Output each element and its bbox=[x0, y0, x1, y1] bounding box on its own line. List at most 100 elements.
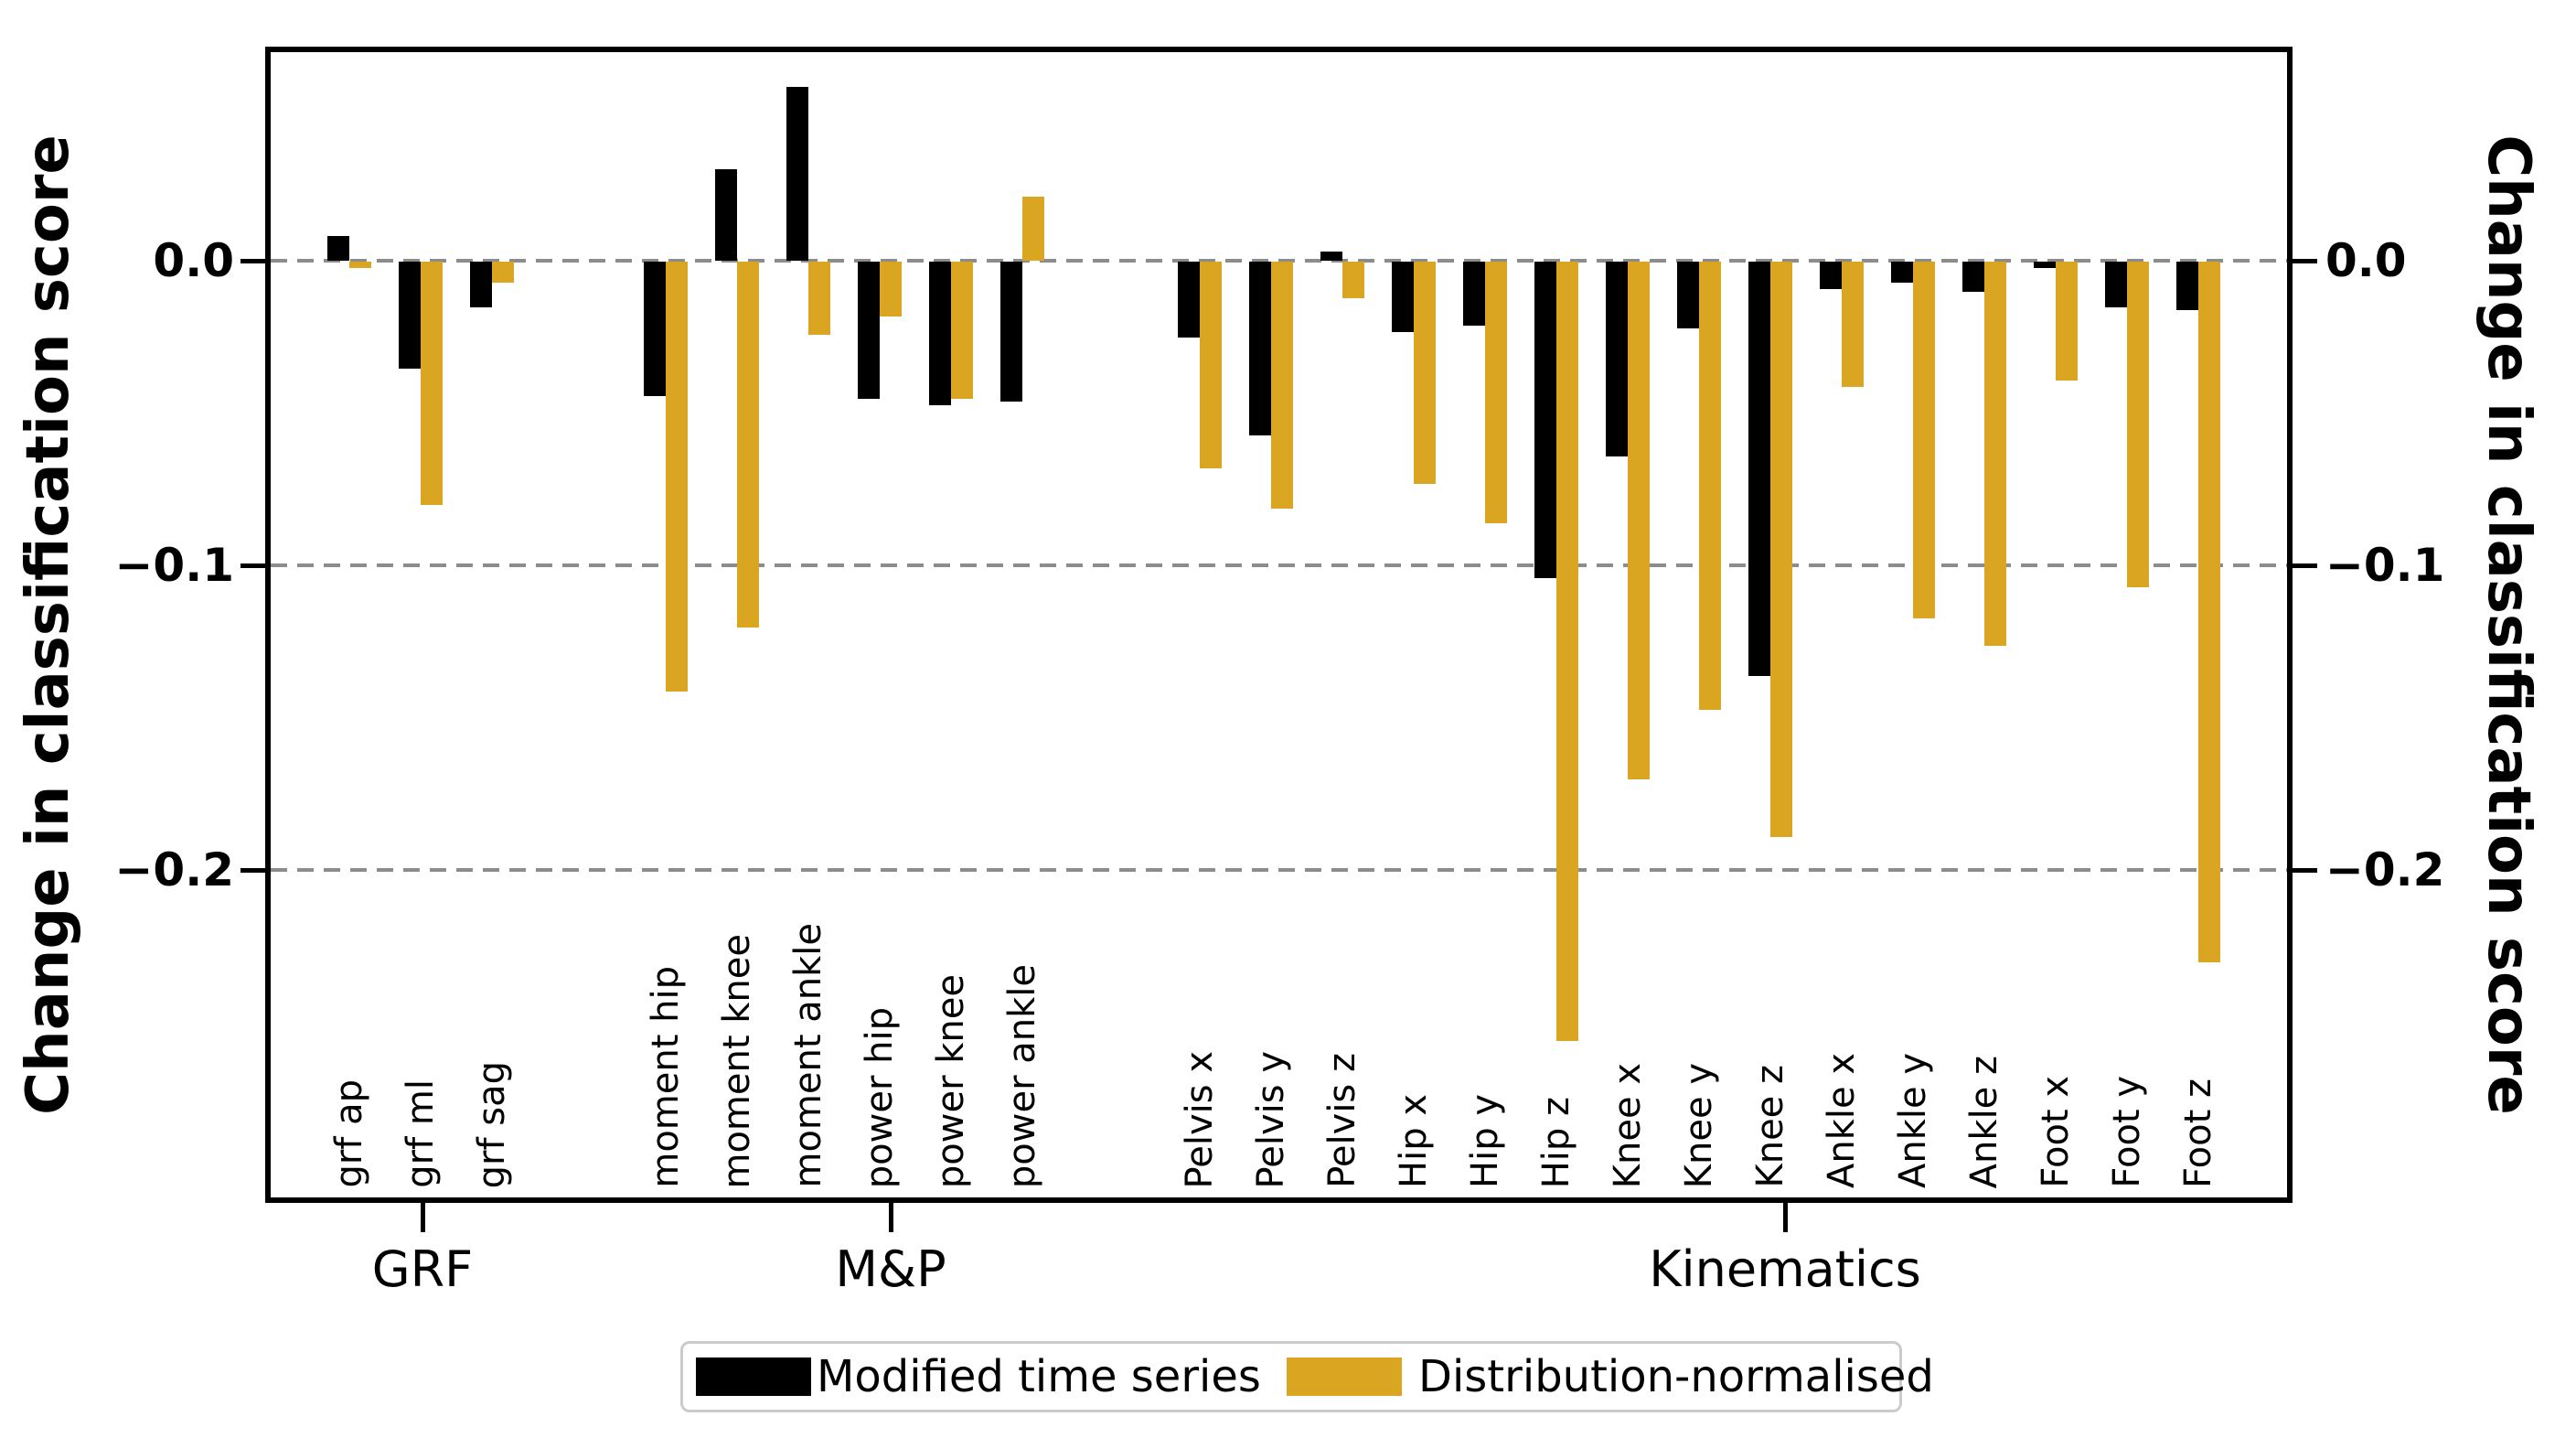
y-tick-mark-left bbox=[240, 868, 265, 873]
bar-power-hip-black bbox=[858, 262, 880, 399]
group-tick-grf bbox=[421, 1203, 425, 1232]
legend-label-distribution-normalised: Distribution-normalised bbox=[1418, 1351, 1934, 1402]
bar-ankle-y-gold bbox=[1913, 262, 1935, 618]
x-tick-label: Hip x bbox=[1393, 1094, 1435, 1188]
gridline bbox=[271, 563, 2287, 567]
bar-hip-x-black bbox=[1392, 262, 1414, 332]
y-tick-mark-right bbox=[2293, 259, 2317, 263]
bar-grf-ml-black bbox=[399, 262, 421, 369]
x-tick-label: moment ankle bbox=[787, 923, 829, 1188]
bar-pelvis-z-black bbox=[1320, 252, 1342, 261]
bar-hip-x-gold bbox=[1414, 262, 1436, 484]
x-tick-label: Knee z bbox=[1749, 1065, 1791, 1188]
x-tick-label: Hip z bbox=[1535, 1096, 1577, 1188]
bar-foot-y-gold bbox=[2127, 262, 2149, 587]
group-label-m&p: M&P bbox=[835, 1240, 946, 1298]
bar-pelvis-y-gold bbox=[1271, 262, 1293, 509]
x-tick-label: moment hip bbox=[645, 966, 687, 1188]
bar-foot-x-gold bbox=[2056, 262, 2078, 381]
x-tick-label: Pelvis y bbox=[1250, 1050, 1292, 1188]
y-tick-label-left: −0.1 bbox=[114, 539, 234, 592]
x-tick-label: Pelvis x bbox=[1179, 1050, 1221, 1188]
bar-grf-sag-gold bbox=[492, 262, 514, 283]
bar-moment-knee-black bbox=[715, 169, 737, 261]
x-tick-label: moment knee bbox=[716, 933, 758, 1189]
bar-foot-z-gold bbox=[2198, 262, 2220, 962]
bar-grf-ap-gold bbox=[349, 262, 371, 268]
x-tick-label: Foot z bbox=[2177, 1078, 2219, 1188]
y-tick-mark-right bbox=[2293, 868, 2317, 873]
bar-grf-ml-gold bbox=[421, 262, 443, 505]
bar-ankle-z-black bbox=[1962, 262, 1984, 292]
x-tick-label: Hip y bbox=[1464, 1094, 1506, 1188]
legend: Modified time series Distribution-normal… bbox=[680, 1341, 1934, 1412]
bar-grf-ap-black bbox=[327, 236, 349, 261]
bar-moment-hip-black bbox=[644, 262, 666, 396]
bar-power-knee-black bbox=[929, 262, 951, 405]
x-tick-label: grf ap bbox=[328, 1079, 370, 1188]
x-tick-label: Foot x bbox=[2035, 1076, 2077, 1188]
x-tick-label: power hip bbox=[859, 1006, 901, 1188]
group-tick-kinematics bbox=[1783, 1203, 1788, 1232]
x-tick-label: Pelvis z bbox=[1321, 1053, 1363, 1188]
gridline bbox=[271, 868, 2287, 872]
bar-moment-hip-gold bbox=[666, 262, 688, 692]
y-tick-label-left: −0.2 bbox=[114, 843, 234, 896]
bar-power-hip-gold bbox=[880, 262, 902, 317]
bar-ankle-x-gold bbox=[1842, 262, 1864, 387]
gridline bbox=[271, 259, 2287, 263]
group-label-kinematics: Kinematics bbox=[1649, 1240, 1921, 1298]
legend-swatch-modified-time-series bbox=[696, 1358, 811, 1396]
y-tick-mark-left bbox=[240, 259, 265, 263]
bar-power-knee-gold bbox=[951, 262, 973, 399]
x-tick-label: power knee bbox=[930, 973, 972, 1188]
x-tick-label: Foot y bbox=[2106, 1076, 2148, 1188]
bar-foot-x-black bbox=[2034, 262, 2056, 268]
bar-moment-ankle-gold bbox=[808, 262, 830, 335]
bar-knee-x-gold bbox=[1628, 262, 1650, 779]
bar-grf-sag-black bbox=[470, 262, 492, 307]
y-tick-label-left: 0.0 bbox=[153, 234, 234, 287]
legend-swatch-distribution-normalised bbox=[1287, 1358, 1402, 1396]
bar-knee-y-gold bbox=[1699, 262, 1721, 710]
bar-foot-z-black bbox=[2176, 262, 2198, 310]
x-tick-label: Ankle y bbox=[1892, 1053, 1934, 1188]
bar-knee-z-gold bbox=[1770, 262, 1792, 837]
group-label-grf: GRF bbox=[371, 1240, 474, 1298]
y-tick-mark-left bbox=[240, 563, 265, 568]
bar-moment-ankle-black bbox=[786, 87, 808, 261]
bar-ankle-x-black bbox=[1820, 262, 1842, 289]
bar-hip-z-black bbox=[1534, 262, 1556, 578]
bar-knee-z-black bbox=[1748, 262, 1770, 676]
bar-hip-y-black bbox=[1463, 262, 1485, 326]
bar-knee-x-black bbox=[1606, 262, 1628, 456]
bar-foot-y-black bbox=[2105, 262, 2127, 307]
legend-label-modified-time-series: Modified time series bbox=[817, 1351, 1261, 1402]
plot-area: grf ap grf ml grf sag moment hip moment knee… bbox=[265, 47, 2293, 1203]
bar-pelvis-z-gold bbox=[1342, 262, 1364, 298]
y-tick-label-right: −0.2 bbox=[2325, 843, 2445, 896]
bar-pelvis-y-black bbox=[1249, 262, 1271, 435]
x-tick-label: Ankle z bbox=[1963, 1055, 2005, 1188]
bar-ankle-y-black bbox=[1891, 262, 1913, 283]
y-tick-label-right: 0.0 bbox=[2325, 234, 2407, 287]
bar-power-ankle-black bbox=[1000, 262, 1022, 402]
bar-pelvis-x-gold bbox=[1200, 262, 1222, 468]
bar-moment-knee-gold bbox=[737, 262, 759, 628]
group-tick-m&p bbox=[889, 1203, 893, 1232]
x-tick-label: Knee x bbox=[1607, 1062, 1649, 1188]
x-tick-label: grf ml bbox=[400, 1079, 442, 1188]
x-tick-label: Knee y bbox=[1678, 1062, 1720, 1188]
bar-hip-y-gold bbox=[1485, 262, 1507, 523]
bar-pelvis-x-black bbox=[1178, 262, 1200, 338]
y-tick-label-right: −0.1 bbox=[2325, 539, 2445, 592]
bar-ankle-z-gold bbox=[1984, 262, 2006, 646]
x-tick-label: grf sag bbox=[471, 1060, 513, 1188]
x-tick-label: Ankle x bbox=[1821, 1053, 1863, 1188]
y-tick-mark-right bbox=[2293, 563, 2317, 568]
x-tick-label: power ankle bbox=[1001, 963, 1043, 1188]
bar-hip-z-gold bbox=[1556, 262, 1578, 1041]
y-axis-label-right: Change in classification score bbox=[2474, 134, 2542, 1115]
bar-power-ankle-gold bbox=[1022, 197, 1044, 261]
